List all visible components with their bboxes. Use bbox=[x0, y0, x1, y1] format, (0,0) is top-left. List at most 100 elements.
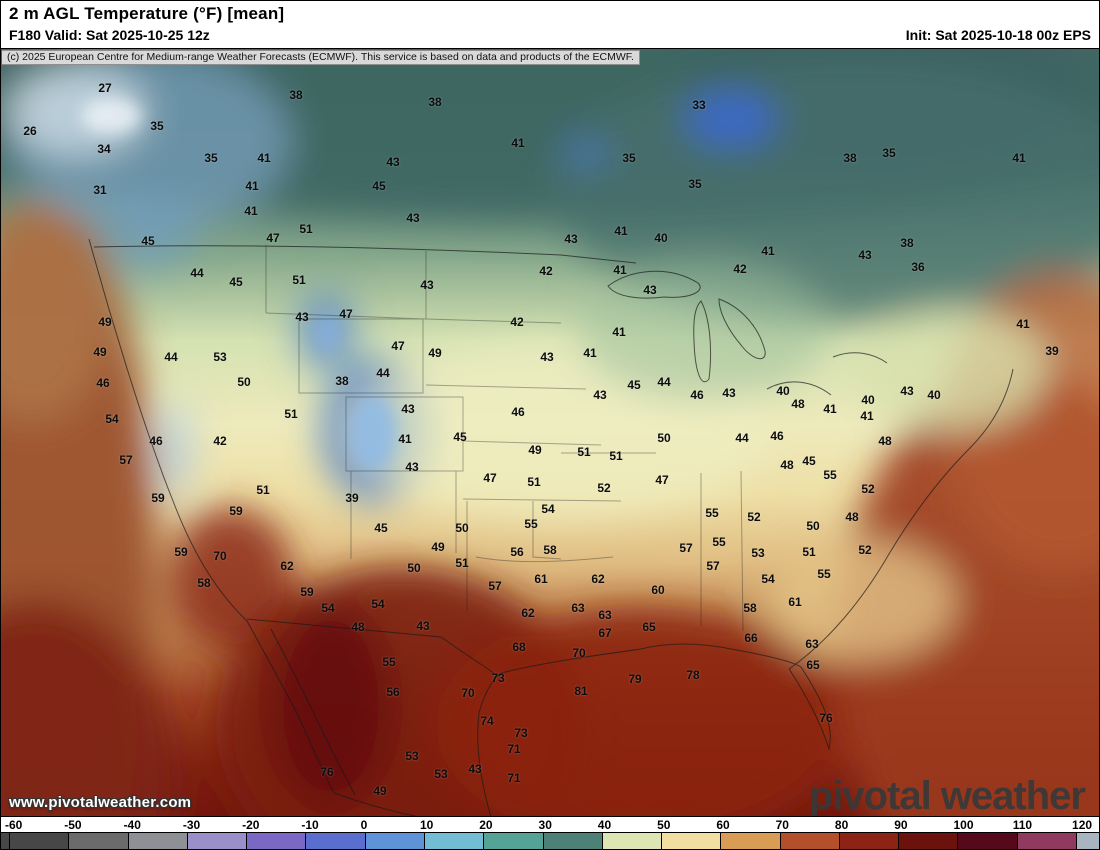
temp-label: 55 bbox=[382, 655, 396, 669]
colorbar-segment bbox=[483, 833, 544, 849]
temp-label: 42 bbox=[539, 264, 553, 278]
colorbar-tick-label: 70 bbox=[775, 818, 789, 832]
temp-label: 67 bbox=[598, 626, 612, 640]
colorbar-tick-label: 0 bbox=[360, 818, 368, 832]
temp-label: 63 bbox=[598, 608, 612, 622]
temp-label: 51 bbox=[256, 483, 270, 497]
temp-label: 35 bbox=[622, 151, 636, 165]
temp-label: 63 bbox=[805, 637, 819, 651]
temp-label: 33 bbox=[692, 98, 706, 112]
temp-label: 68 bbox=[512, 640, 526, 654]
colorbar-segment bbox=[305, 833, 366, 849]
colorbar-tick-label: -50 bbox=[64, 818, 82, 832]
temp-label: 44 bbox=[190, 266, 204, 280]
colorbar-segment bbox=[1016, 833, 1078, 849]
temp-label: 26 bbox=[23, 124, 37, 138]
temp-label: 43 bbox=[406, 211, 420, 225]
colorbar-segment bbox=[364, 833, 425, 849]
temp-label: 57 bbox=[488, 579, 502, 593]
temp-label: 31 bbox=[93, 183, 107, 197]
temp-label: 51 bbox=[284, 407, 298, 421]
temp-label: 27 bbox=[98, 81, 112, 95]
temp-label: 44 bbox=[657, 375, 671, 389]
temp-label: 41 bbox=[860, 409, 874, 423]
temp-label: 49 bbox=[528, 443, 542, 457]
temp-label: 40 bbox=[654, 231, 668, 245]
map-cold-cores bbox=[81, 98, 397, 471]
temp-label: 48 bbox=[845, 510, 859, 524]
temp-label: 52 bbox=[747, 510, 761, 524]
temp-label: 52 bbox=[861, 482, 875, 496]
temp-label: 43 bbox=[416, 619, 430, 633]
temp-label: 41 bbox=[823, 402, 837, 416]
temp-label: 45 bbox=[627, 378, 641, 392]
temp-label: 62 bbox=[591, 572, 605, 586]
colorbar-segment bbox=[9, 833, 70, 849]
colorbar-segment bbox=[720, 833, 781, 849]
temp-label: 43 bbox=[468, 762, 482, 776]
temp-label: 61 bbox=[788, 595, 802, 609]
temp-label: 49 bbox=[98, 315, 112, 329]
temp-label: 63 bbox=[571, 601, 585, 615]
temp-label: 48 bbox=[878, 434, 892, 448]
temp-label: 50 bbox=[806, 519, 820, 533]
colorbar-tick-label: -40 bbox=[123, 818, 141, 832]
temp-label: 46 bbox=[690, 388, 704, 402]
temp-label: 45 bbox=[141, 234, 155, 248]
temp-label: 47 bbox=[266, 231, 280, 245]
temp-label: 60 bbox=[651, 583, 665, 597]
temp-label: 54 bbox=[321, 601, 335, 615]
temp-label: 54 bbox=[371, 597, 385, 611]
colorbar-tick-label: 20 bbox=[479, 818, 493, 832]
temp-label: 57 bbox=[706, 559, 720, 573]
temp-label: 43 bbox=[540, 350, 554, 364]
temp-label: 43 bbox=[386, 155, 400, 169]
temp-label: 43 bbox=[401, 402, 415, 416]
init-time-label: Init: Sat 2025-10-18 00z EPS bbox=[905, 27, 1091, 43]
colorbar-segment bbox=[838, 833, 900, 849]
temp-label: 57 bbox=[679, 541, 693, 555]
temp-label: 38 bbox=[335, 374, 349, 388]
colorbar-tick-label: 40 bbox=[597, 818, 612, 832]
temp-label: 41 bbox=[583, 346, 597, 360]
map-boundaries bbox=[88, 238, 1014, 849]
watermark: www.pivotalweather.com bbox=[9, 794, 192, 811]
temp-label: 54 bbox=[105, 412, 119, 426]
temp-label: 41 bbox=[761, 244, 775, 258]
temp-label: 44 bbox=[376, 366, 390, 380]
temp-label: 53 bbox=[405, 749, 419, 763]
colorbar-tick-label: -60 bbox=[5, 818, 23, 832]
temp-label: 50 bbox=[407, 561, 421, 575]
temp-label: 66 bbox=[744, 631, 758, 645]
temp-label: 41 bbox=[511, 136, 525, 150]
temp-label: 46 bbox=[96, 376, 110, 390]
temp-label: 47 bbox=[339, 307, 353, 321]
colorbar-segment bbox=[186, 833, 248, 849]
temp-label: 51 bbox=[609, 449, 623, 463]
temp-label: 62 bbox=[521, 606, 535, 620]
temp-label: 47 bbox=[391, 339, 405, 353]
temp-label: 52 bbox=[597, 481, 611, 495]
colorbar: -60 -50 -40 -30 -20 -10 0 10 20 30 40 50 60 70 80 90 100… bbox=[1, 816, 1099, 849]
temp-label: 39 bbox=[1045, 344, 1059, 358]
temp-label: 65 bbox=[642, 620, 656, 634]
temp-label: 49 bbox=[373, 784, 387, 798]
temp-label: 73 bbox=[491, 671, 505, 685]
temp-label: 43 bbox=[722, 386, 736, 400]
temp-label: 55 bbox=[817, 567, 831, 581]
temp-label: 51 bbox=[577, 445, 591, 459]
temp-label: 56 bbox=[510, 545, 524, 559]
temp-label: 57 bbox=[119, 453, 133, 467]
colorbar-segment bbox=[601, 833, 663, 849]
colorbar-segment bbox=[542, 833, 603, 849]
colorbar-segment bbox=[423, 833, 485, 849]
temp-label: 47 bbox=[655, 473, 669, 487]
temp-label: 59 bbox=[151, 491, 165, 505]
temp-label: 38 bbox=[428, 95, 442, 109]
temp-label: 53 bbox=[434, 767, 448, 781]
temp-label: 52 bbox=[858, 543, 872, 557]
temp-label: 55 bbox=[524, 517, 538, 531]
colorbar-segment bbox=[779, 833, 840, 849]
